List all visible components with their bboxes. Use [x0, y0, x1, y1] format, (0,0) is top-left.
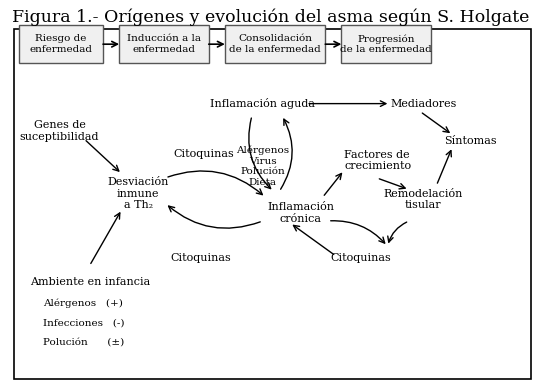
- Text: Riesgo de
enfermedad: Riesgo de enfermedad: [29, 34, 93, 54]
- Text: Factores de
crecimiento: Factores de crecimiento: [344, 149, 411, 171]
- Text: Consolidación
de la enfermedad: Consolidación de la enfermedad: [229, 34, 321, 54]
- Text: Síntomas: Síntomas: [444, 136, 497, 146]
- Text: Alérgenos   (+): Alérgenos (+): [43, 298, 123, 308]
- Text: Mediadores: Mediadores: [390, 99, 456, 109]
- Text: Figura 1.- Orígenes y evolución del asma según S. Holgate: Figura 1.- Orígenes y evolución del asma…: [12, 9, 530, 26]
- Text: Citoquinas: Citoquinas: [173, 149, 234, 160]
- Text: Inducción a la
enfermedad: Inducción a la enfermedad: [127, 34, 201, 54]
- Text: Infecciones   (-): Infecciones (-): [43, 318, 125, 327]
- FancyBboxPatch shape: [341, 25, 431, 63]
- Text: Genes de
suceptibilidad: Genes de suceptibilidad: [20, 120, 99, 142]
- FancyBboxPatch shape: [119, 25, 209, 63]
- Text: Citoquinas: Citoquinas: [170, 253, 231, 263]
- Text: Inflamación aguda: Inflamación aguda: [210, 98, 315, 109]
- FancyBboxPatch shape: [14, 29, 531, 379]
- Text: Citoquinas: Citoquinas: [330, 253, 391, 263]
- FancyBboxPatch shape: [225, 25, 325, 63]
- Text: Ambiente en infancia: Ambiente en infancia: [30, 276, 150, 287]
- FancyBboxPatch shape: [19, 25, 103, 63]
- Text: Polución      (±): Polución (±): [43, 337, 125, 347]
- Text: Progresión
de la enfermedad: Progresión de la enfermedad: [340, 34, 432, 54]
- Text: Inflamación
crónica: Inflamación crónica: [267, 202, 334, 224]
- Text: Desviación
inmune
a Th₂: Desviación inmune a Th₂: [107, 177, 169, 210]
- Text: Remodelación
tisular: Remodelación tisular: [383, 188, 462, 210]
- Text: Alérgenos
Virus
Polución
Dieta: Alérgenos Virus Polución Dieta: [236, 146, 289, 187]
